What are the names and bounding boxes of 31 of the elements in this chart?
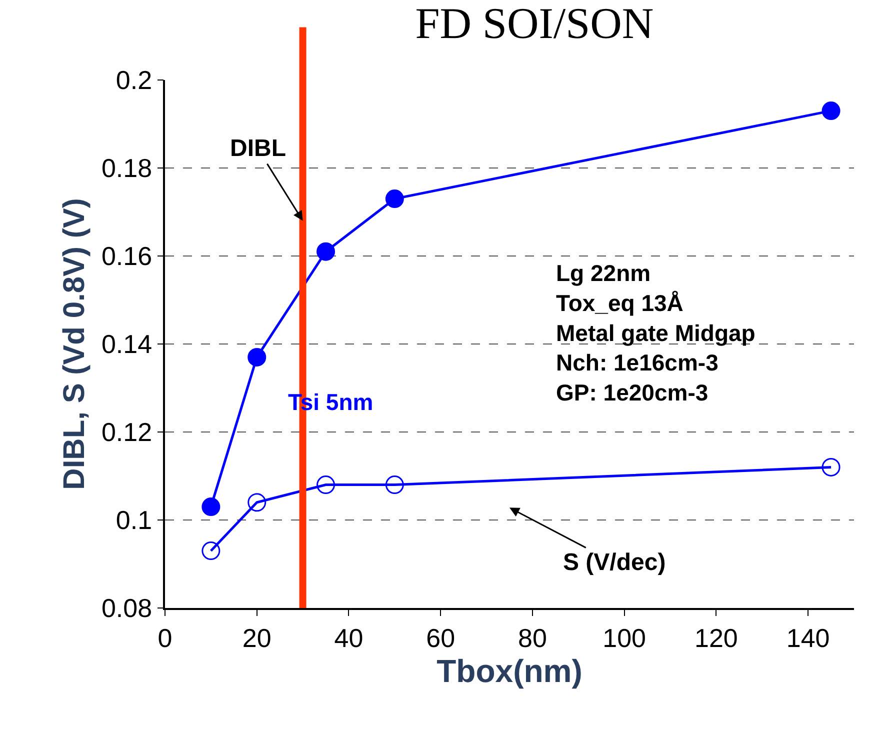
- x-tick-label: 120: [694, 622, 738, 653]
- point: [316, 476, 336, 494]
- point: [248, 348, 266, 366]
- point: [822, 458, 840, 476]
- x-tick-label: 40: [334, 622, 364, 653]
- annotation: S (V/dec): [563, 549, 666, 576]
- x-tick-label: 0: [158, 622, 172, 653]
- point: [202, 542, 220, 560]
- y-axis-title: DIBL, S (Vd 0.8V) (V): [58, 198, 91, 490]
- y-tick-label: 0.2: [116, 65, 152, 96]
- y-tick-label: 0.18: [101, 153, 152, 184]
- y-tick-label: 0.1: [116, 505, 152, 536]
- x-tick-label: 100: [602, 622, 646, 653]
- x-tick-label: 140: [786, 622, 830, 653]
- point: [202, 498, 220, 516]
- point: [248, 493, 266, 512]
- annotation: DIBL: [230, 135, 286, 162]
- point: [385, 190, 404, 208]
- x-tick-label: 20: [242, 622, 272, 653]
- point: [316, 242, 336, 261]
- point: [385, 476, 404, 494]
- y-tick-label: 0.16: [101, 241, 152, 272]
- x-axis-title: Tbox(nm): [436, 652, 582, 689]
- y-tick-label: 0.08: [101, 593, 152, 624]
- y-tick-label: 0.14: [101, 329, 152, 360]
- point: [822, 102, 840, 120]
- x-tick-label: 60: [426, 622, 456, 653]
- y-tick-label: 0.12: [101, 417, 152, 448]
- chart-title: FD SOI/SON: [415, 0, 654, 48]
- x-tick-label: 80: [518, 622, 547, 653]
- annotation: Lg 22nm Tox_eq 13Å Metal gate Midgap Nch: 1e16cm-3 GP: 1e20cm-3: [556, 260, 756, 406]
